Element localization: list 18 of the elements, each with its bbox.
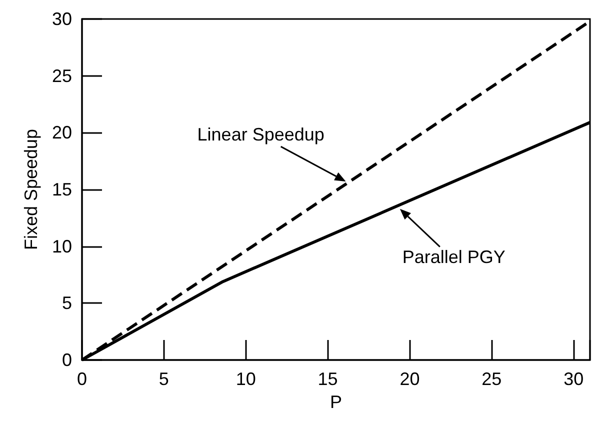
x-tick-label: 5 bbox=[158, 369, 169, 389]
y-tick-label: 30 bbox=[52, 9, 72, 29]
x-tick-label: 25 bbox=[482, 369, 502, 389]
y-tick-label: 10 bbox=[52, 236, 72, 256]
annotation: Parallel PGY bbox=[402, 246, 506, 267]
x-tick-label: 0 bbox=[76, 369, 88, 389]
annotation: Linear Speedup bbox=[197, 124, 324, 145]
x-tick-label: 15 bbox=[318, 369, 338, 389]
y-tick-label: 20 bbox=[52, 122, 72, 143]
y-tick-label: 5 bbox=[62, 293, 72, 314]
x-axis-title: P bbox=[330, 392, 342, 412]
y-tick-label: 25 bbox=[52, 66, 72, 86]
y-tick-label: 0 bbox=[62, 350, 72, 370]
x-tick-label: 30 bbox=[564, 369, 584, 389]
x-tick-label: 10 bbox=[236, 369, 256, 389]
y-axis-title: Fixed Speedup bbox=[21, 128, 41, 250]
y-tick-label: 15 bbox=[52, 180, 72, 200]
x-tick-label: 20 bbox=[400, 369, 420, 389]
